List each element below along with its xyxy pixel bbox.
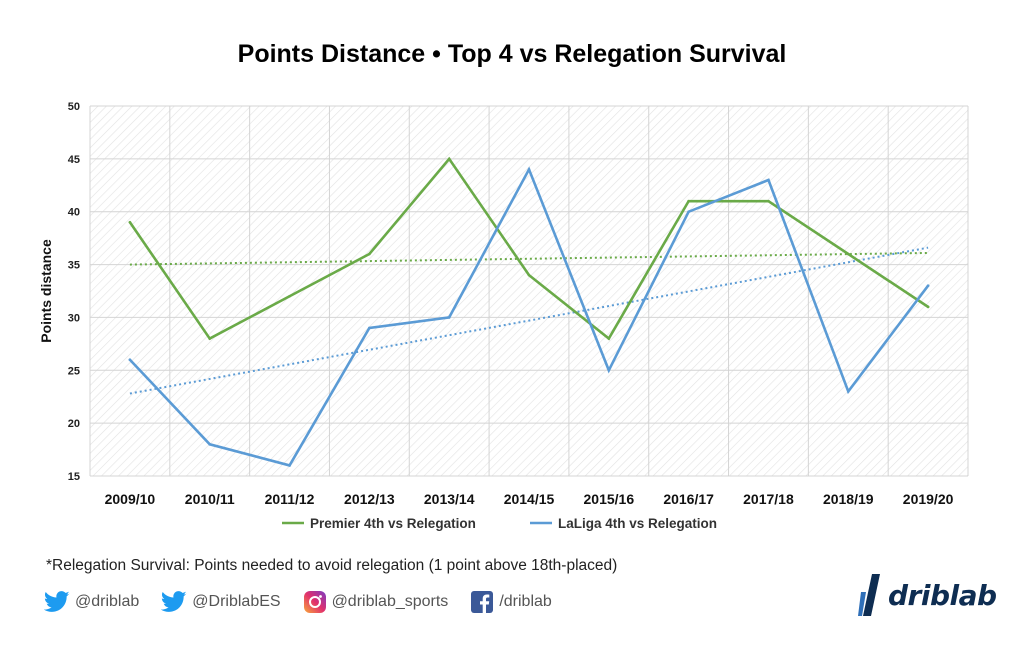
x-tick-label: 2015/16 (584, 491, 635, 507)
data-point (767, 178, 770, 182)
data-point (607, 368, 611, 372)
facebook-icon (471, 591, 494, 613)
x-tick-label: 2019/20 (903, 491, 954, 507)
x-tick-label: 2011/12 (265, 491, 315, 507)
social-instagram[interactable]: @driblab_sports (303, 590, 449, 614)
driblab-logo: driblab (858, 572, 997, 618)
y-tick-label: 45 (68, 154, 80, 166)
data-point (687, 210, 690, 214)
x-tick-label: 2013/14 (424, 491, 475, 507)
data-point (128, 220, 132, 224)
x-tick-label: 2017/18 (743, 491, 794, 507)
data-point (846, 390, 850, 393)
trendline-laliga (129, 246, 929, 395)
twitter-icon (44, 591, 70, 612)
y-tick-label: 35 (68, 260, 80, 272)
data-point (447, 316, 451, 319)
x-tick-label: 2010/11 (185, 491, 235, 507)
x-tick-label: 2018/19 (823, 491, 874, 507)
x-tick-label: 2009/10 (105, 491, 156, 507)
y-axis-label: Points distance (38, 239, 54, 343)
social-twitter-driblab[interactable]: @driblab (44, 591, 139, 613)
social-handle: @DriblabES (192, 593, 281, 610)
trendline-premier (129, 251, 929, 266)
x-tick-label: 2016/17 (663, 491, 714, 507)
footnote: *Relegation Survival: Points needed to a… (46, 557, 618, 574)
social-handle: @driblab (75, 593, 140, 610)
data-point (288, 464, 291, 467)
instagram-icon (303, 591, 326, 613)
data-point (368, 326, 371, 330)
y-tick-label: 40 (68, 207, 80, 219)
brand-name: driblab (888, 578, 997, 612)
twitter-icon (161, 591, 187, 612)
data-point (288, 294, 291, 298)
data-point (447, 157, 451, 161)
y-tick-label: 15 (68, 471, 80, 483)
data-point (607, 337, 611, 340)
data-point (368, 252, 371, 256)
data-point (926, 284, 930, 288)
driblab-mark-icon (858, 574, 880, 616)
y-tick-label: 50 (68, 101, 80, 113)
y-tick-label: 30 (68, 312, 80, 324)
data-point (208, 337, 212, 340)
social-facebook[interactable]: /driblab (470, 590, 552, 614)
social-handle: @driblab_sports (331, 593, 449, 610)
social-twitter-driblabes[interactable]: @DriblabES (161, 591, 281, 613)
data-point (767, 199, 770, 203)
legend-label: Premier 4th vs Relegation (310, 516, 476, 531)
plot-area (90, 106, 968, 476)
data-point (208, 442, 212, 446)
chart-title: Points Distance • Top 4 vs Relegation Su… (237, 40, 787, 68)
data-point (527, 168, 531, 171)
social-handle: /driblab (499, 593, 552, 610)
y-tick-label: 25 (68, 365, 80, 377)
social-links: @driblab @DriblabES @driblab_sports (44, 590, 574, 614)
data-point (128, 358, 132, 362)
y-tick-label: 20 (68, 418, 80, 430)
data-point (687, 199, 690, 203)
data-point (527, 273, 531, 277)
legend-label: LaLiga 4th vs Relegation (558, 516, 717, 531)
x-tick-label: 2014/15 (504, 491, 555, 507)
line-chart: 15 20 25 30 35 40 45 50 2009/10 2010/11 2011/12 201… (38, 101, 969, 531)
data-point (926, 305, 930, 309)
x-tick-label: 2012/13 (344, 491, 395, 507)
data-point (846, 252, 850, 256)
